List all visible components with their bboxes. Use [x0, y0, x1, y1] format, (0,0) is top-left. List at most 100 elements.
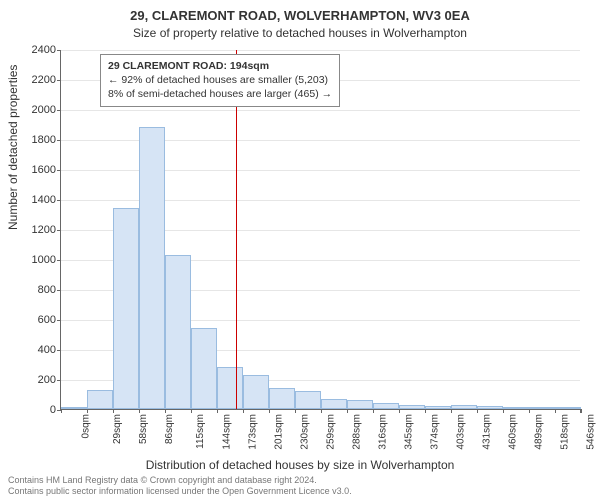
gridline — [61, 50, 580, 51]
ytick-label: 2200 — [32, 74, 56, 86]
histogram-bar — [477, 406, 503, 409]
xtick-label: 546sqm — [586, 414, 597, 450]
chart-title: 29, CLAREMONT ROAD, WOLVERHAMPTON, WV3 0… — [0, 8, 600, 23]
annotation-line-smaller: ← 92% of detached houses are smaller (5,… — [108, 73, 332, 87]
ytick-mark — [57, 290, 61, 291]
xtick-mark — [243, 409, 244, 413]
histogram-bar — [87, 390, 113, 410]
histogram-bar — [373, 403, 399, 409]
xtick-mark — [61, 409, 62, 413]
chart-container: 29, CLAREMONT ROAD, WOLVERHAMPTON, WV3 0… — [0, 0, 600, 500]
histogram-bar — [451, 405, 477, 410]
xtick-mark — [191, 409, 192, 413]
ytick-label: 1800 — [32, 134, 56, 146]
annotation-box: 29 CLAREMONT ROAD: 194sqm ← 92% of detac… — [100, 54, 340, 107]
histogram-bar — [113, 208, 139, 409]
xtick-mark — [425, 409, 426, 413]
xtick-label: 489sqm — [534, 414, 545, 450]
xtick-mark — [503, 409, 504, 413]
histogram-bar — [243, 375, 269, 410]
ytick-mark — [57, 110, 61, 111]
xtick-mark — [399, 409, 400, 413]
ytick-mark — [57, 200, 61, 201]
chart-subtitle: Size of property relative to detached ho… — [0, 26, 600, 40]
ytick-label: 600 — [38, 314, 56, 326]
xtick-label: 403sqm — [456, 414, 467, 450]
xtick-mark — [269, 409, 270, 413]
histogram-bar — [165, 255, 191, 410]
annotation-title: 29 CLAREMONT ROAD: 194sqm — [108, 59, 332, 73]
xtick-mark — [113, 409, 114, 413]
ytick-label: 200 — [38, 374, 56, 386]
xtick-label: 230sqm — [300, 414, 311, 450]
ytick-label: 0 — [50, 404, 56, 416]
xtick-label: 518sqm — [560, 414, 571, 450]
histogram-bar — [529, 407, 555, 409]
xtick-label: 374sqm — [430, 414, 441, 450]
xtick-label: 259sqm — [326, 414, 337, 450]
ytick-label: 2000 — [32, 104, 56, 116]
histogram-bar — [555, 407, 581, 409]
histogram-bar — [425, 406, 451, 409]
xtick-label: 460sqm — [508, 414, 519, 450]
xtick-mark — [295, 409, 296, 413]
histogram-bar — [347, 400, 373, 409]
ytick-mark — [57, 350, 61, 351]
xtick-mark — [529, 409, 530, 413]
xtick-label: 316sqm — [378, 414, 389, 450]
xtick-label: 288sqm — [352, 414, 363, 450]
xtick-mark — [217, 409, 218, 413]
attribution-text: Contains HM Land Registry data © Crown c… — [8, 475, 352, 497]
ytick-label: 800 — [38, 284, 56, 296]
gridline — [61, 110, 580, 111]
ytick-label: 1200 — [32, 224, 56, 236]
ytick-mark — [57, 230, 61, 231]
xtick-mark — [373, 409, 374, 413]
ytick-mark — [57, 80, 61, 81]
histogram-bar — [191, 328, 217, 409]
attribution-line1: Contains HM Land Registry data © Crown c… — [8, 475, 352, 486]
ytick-label: 2400 — [32, 44, 56, 56]
y-axis-label: Number of detached properties — [6, 65, 20, 230]
ytick-mark — [57, 50, 61, 51]
ytick-label: 1400 — [32, 194, 56, 206]
histogram-bar — [217, 367, 243, 409]
annotation-line-larger: 8% of semi-detached houses are larger (4… — [108, 87, 332, 101]
xtick-label: 29sqm — [112, 414, 123, 444]
xtick-mark — [451, 409, 452, 413]
ytick-label: 1000 — [32, 254, 56, 266]
xtick-label: 58sqm — [138, 414, 149, 444]
histogram-bar — [269, 388, 295, 409]
xtick-mark — [139, 409, 140, 413]
xtick-mark — [555, 409, 556, 413]
xtick-label: 115sqm — [195, 414, 206, 449]
xtick-mark — [477, 409, 478, 413]
ytick-mark — [57, 260, 61, 261]
ytick-label: 1600 — [32, 164, 56, 176]
xtick-label: 431sqm — [482, 414, 493, 450]
histogram-bar — [295, 391, 321, 409]
xtick-label: 0sqm — [80, 414, 91, 438]
ytick-label: 400 — [38, 344, 56, 356]
xtick-mark — [347, 409, 348, 413]
ytick-mark — [57, 380, 61, 381]
histogram-bar — [139, 127, 165, 409]
xtick-label: 173sqm — [248, 414, 259, 450]
histogram-bar — [399, 405, 425, 410]
histogram-bar — [321, 399, 347, 410]
histogram-bar — [61, 407, 87, 409]
xtick-label: 345sqm — [404, 414, 415, 450]
ytick-mark — [57, 140, 61, 141]
xtick-label: 201sqm — [274, 414, 285, 450]
histogram-bar — [503, 407, 529, 409]
xtick-mark — [165, 409, 166, 413]
xtick-mark — [87, 409, 88, 413]
ytick-mark — [57, 170, 61, 171]
xtick-mark — [580, 409, 581, 413]
xtick-mark — [321, 409, 322, 413]
x-axis-label: Distribution of detached houses by size … — [0, 458, 600, 472]
xtick-label: 86sqm — [164, 414, 175, 444]
xtick-mark — [581, 409, 582, 413]
ytick-mark — [57, 320, 61, 321]
xtick-label: 144sqm — [222, 414, 233, 450]
